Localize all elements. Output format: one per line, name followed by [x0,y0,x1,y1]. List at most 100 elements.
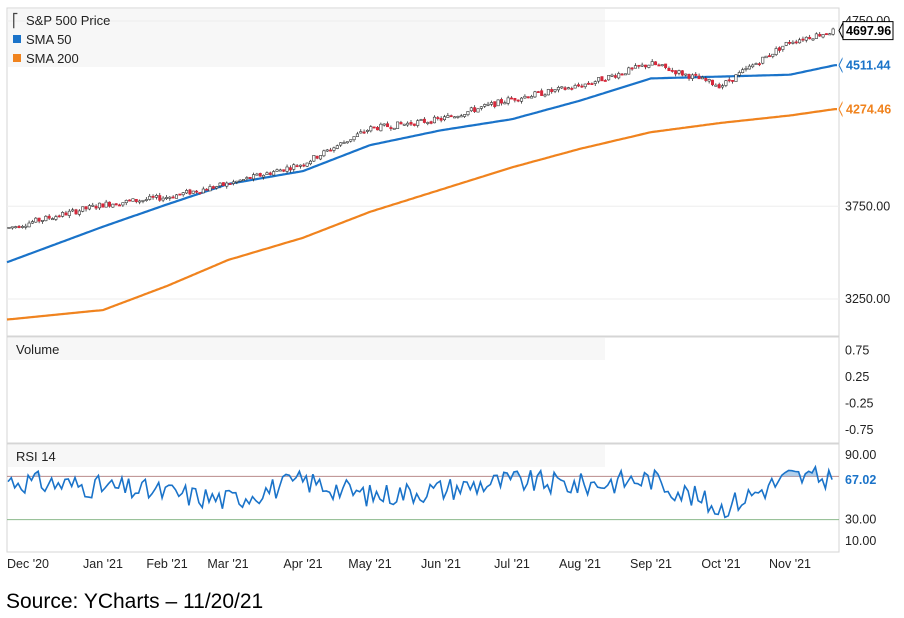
candle-body [422,118,426,123]
candle-body [643,64,647,68]
candle [108,201,112,208]
last-value-label: 4697.96 [846,24,891,38]
candle [771,53,775,59]
candle [74,208,78,215]
candle-body [37,217,41,222]
candle [231,179,235,186]
x-tick-label: Sep '21 [630,557,672,571]
candle [406,121,410,127]
candle-body [700,77,704,80]
candle [513,97,517,103]
candle-body [801,38,805,41]
candle-body [27,222,31,228]
candle-body [516,99,520,102]
candle-body [483,104,487,107]
candle-body [349,139,353,142]
candle [84,206,88,212]
candle [14,225,18,229]
candle [221,182,225,187]
candle-body [54,216,58,220]
candle [828,32,832,36]
volume-panel: Volume 0.75 0.25 -0.25 -0.75 [6,336,874,444]
candle [821,34,825,39]
candle-body [302,164,306,167]
candle [660,64,664,67]
candle [329,147,333,152]
candle [171,195,175,199]
x-tick-label: Mar '21 [207,557,248,571]
candle [27,220,31,228]
x-tick-label: Nov '21 [769,557,811,571]
candle [77,209,81,217]
candle-body [704,78,708,81]
candle-body [97,202,101,209]
candle-body [225,182,229,187]
candle-body [245,177,249,180]
candle [694,72,698,78]
candle [292,163,296,172]
rsi-title: RSI 14 [16,449,56,464]
candle-body [248,176,252,179]
candle-body [593,81,597,84]
candle [30,219,34,224]
candle [670,67,674,73]
candle-body [439,117,443,121]
candle [242,179,246,182]
candle [503,100,507,105]
candle [630,67,634,71]
legend-label-price: S&P 500 Price [26,13,110,28]
candle [91,202,95,207]
candle [416,119,420,128]
candle-body [332,147,336,151]
candle [396,121,400,129]
candle-body [764,55,768,59]
candle-body [14,226,18,229]
candle-body [637,64,641,67]
candle-body [707,79,711,82]
candle [10,226,14,230]
candle-body [91,204,95,207]
candle [382,123,386,127]
candle [386,121,390,128]
candle [818,32,822,37]
candle-body [108,201,112,207]
last-value-label: 4274.46 [846,103,891,117]
candle [215,185,219,190]
candle-body [610,74,614,77]
candle [158,192,162,202]
x-tick-label: Jul '21 [494,557,530,571]
badge-pointer [838,56,844,74]
candle-body [563,87,567,90]
legend-label-sma50: SMA 50 [26,32,72,47]
candle [707,78,711,84]
candle [704,76,708,83]
candle-body [794,41,798,44]
candle-body [275,169,279,172]
candle-body [151,195,155,198]
candle-body [503,102,507,105]
candle [506,95,510,106]
candle-body [185,190,189,194]
candle-body [285,166,289,172]
candle [352,136,356,142]
candle-body [761,56,765,64]
candle [285,164,289,174]
candle-body [305,162,309,167]
candle-body [493,101,497,107]
candle [101,203,105,208]
candle [252,172,256,182]
candle-body [298,164,302,167]
candle-body [784,42,788,46]
candle [808,34,812,40]
candle-body [148,195,152,200]
candle [325,148,329,152]
candle-body [754,63,758,65]
candle [459,113,463,118]
candle-body [600,76,604,82]
candle-body [590,83,594,85]
candle-body [359,131,363,134]
candle-body [506,97,510,104]
legend-label-sma200: SMA 200 [26,51,79,66]
candle-body [576,84,580,87]
candle-body [560,86,564,89]
